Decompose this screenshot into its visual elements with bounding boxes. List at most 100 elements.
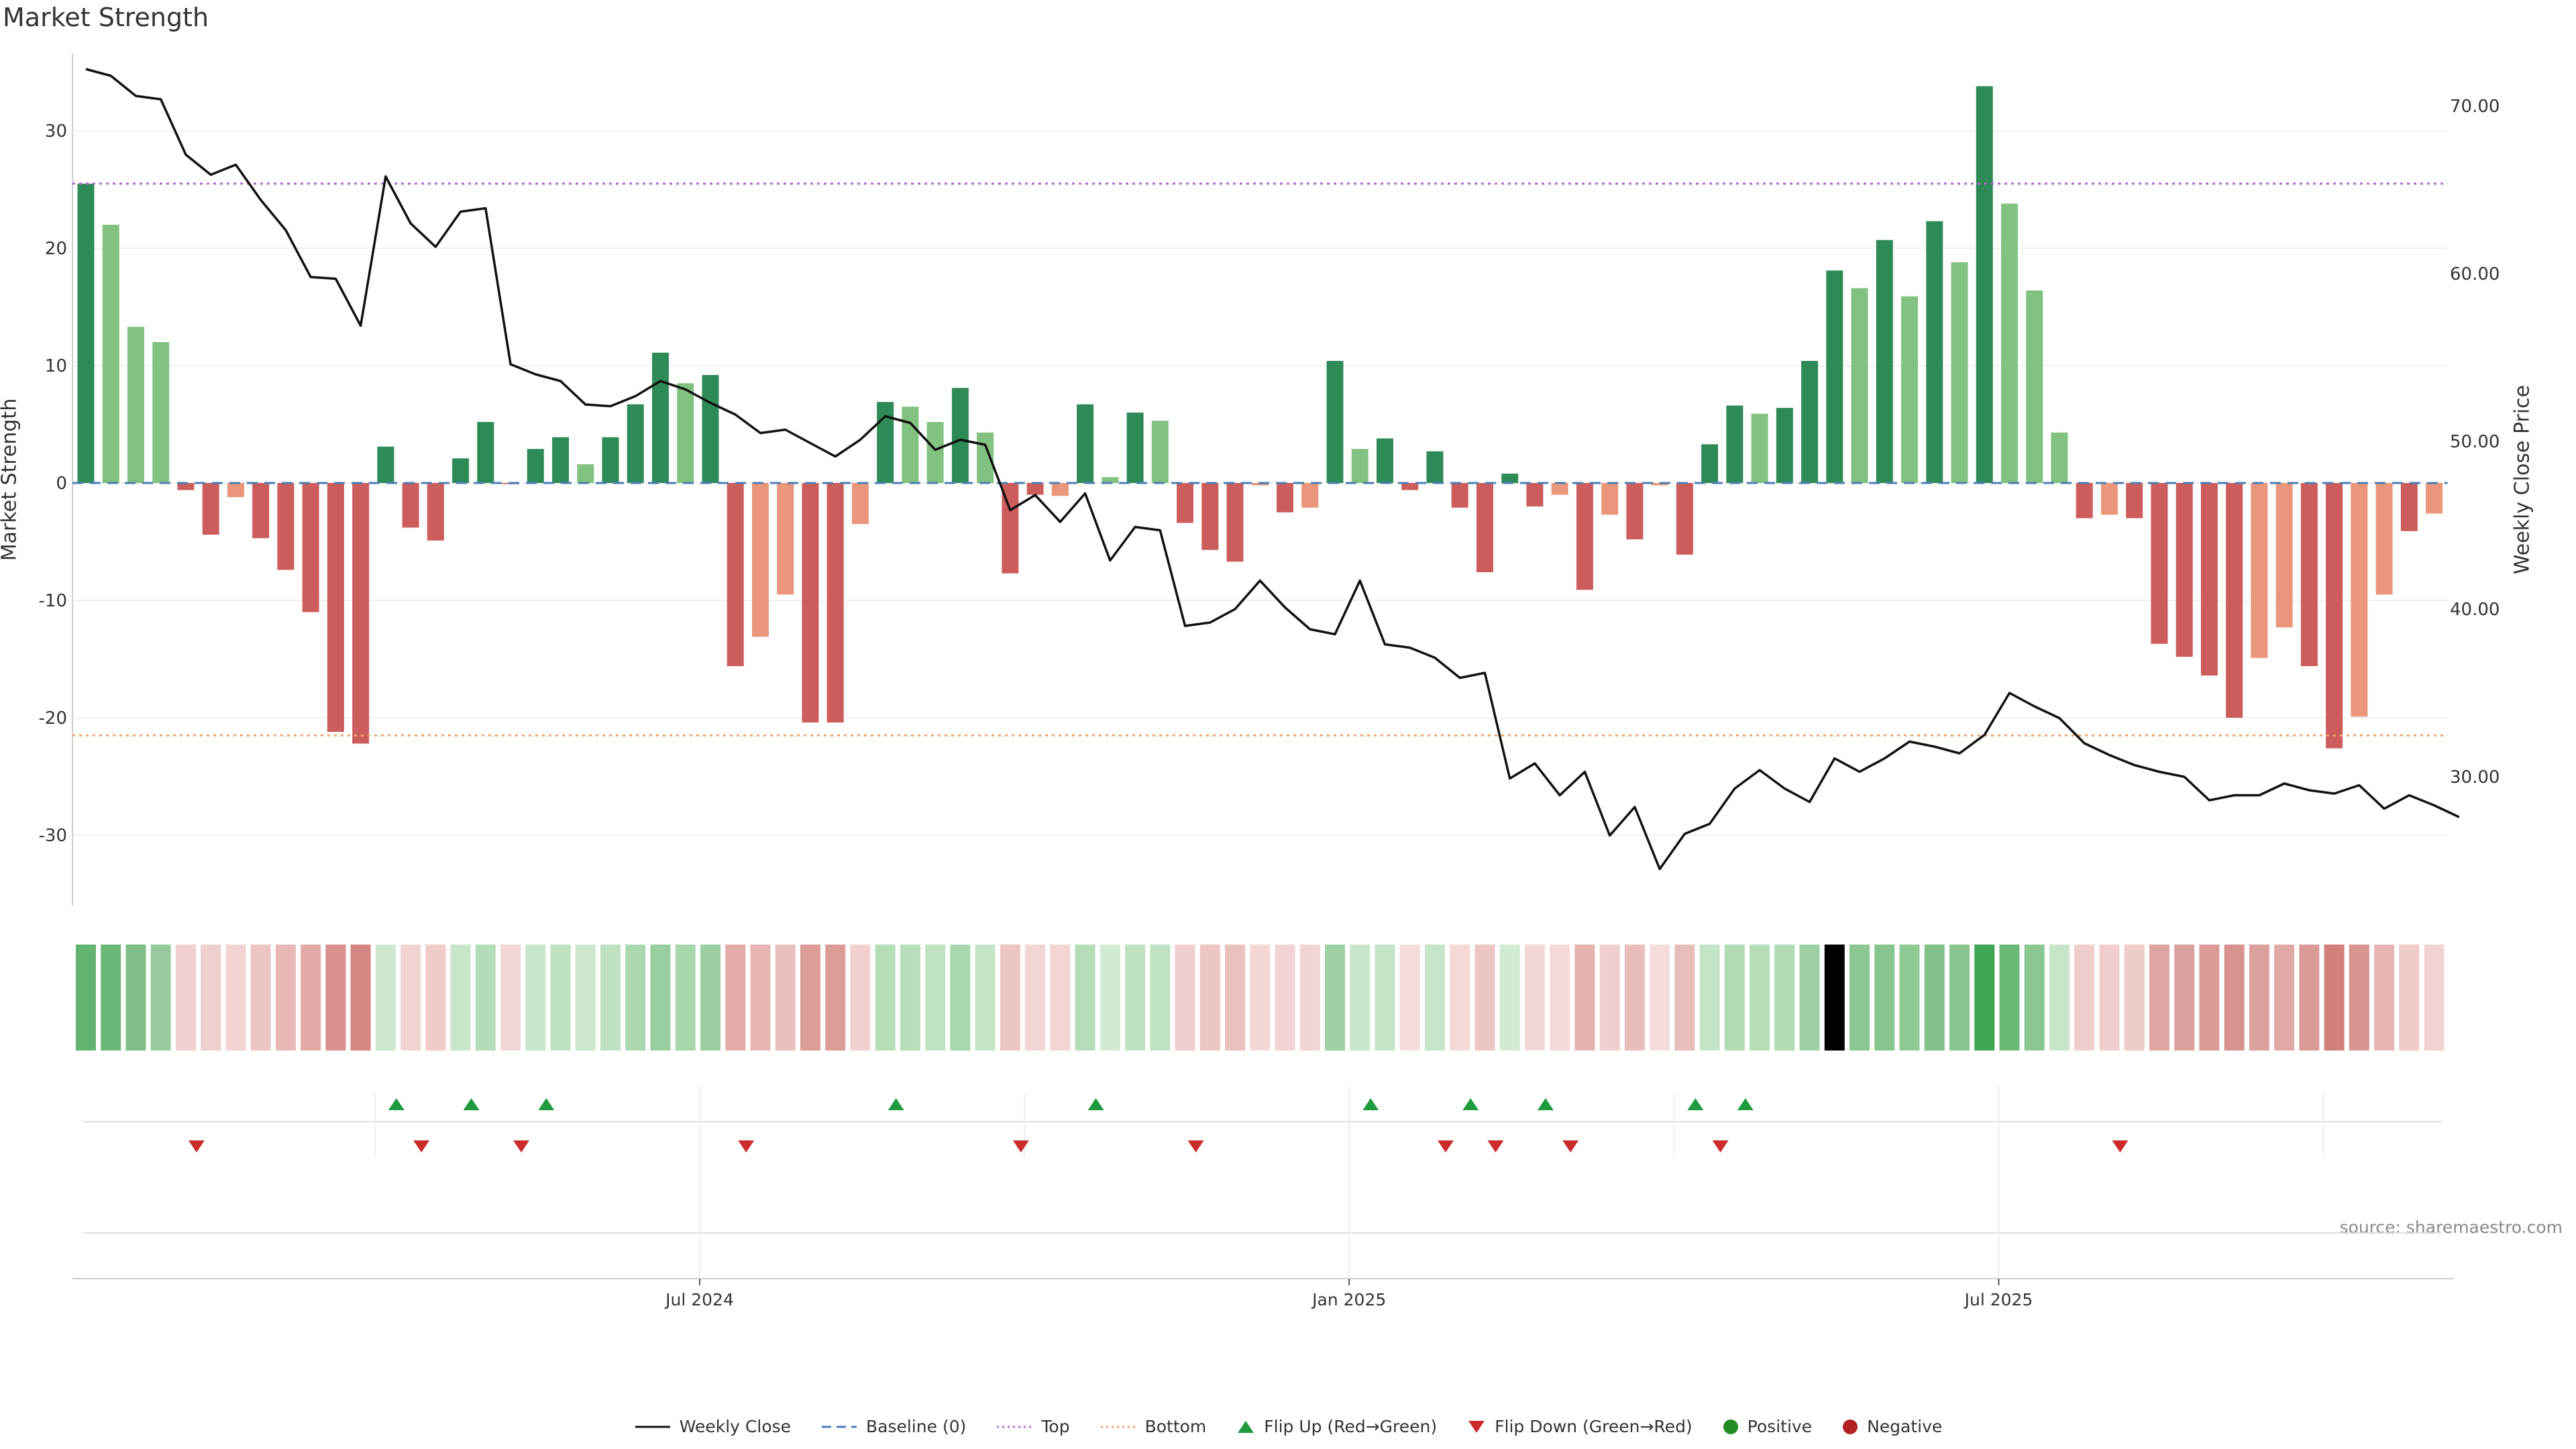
strength-bar [1851, 288, 1868, 483]
legend-label: Bottom [1144, 1417, 1207, 1436]
legend-item-negative: Negative [1841, 1417, 1942, 1436]
strength-strip-cell [1350, 945, 1371, 1051]
strength-bar [1576, 483, 1593, 590]
strength-strip-cell [1399, 945, 1420, 1051]
strength-bar [152, 342, 170, 483]
strength-strip-cell [950, 945, 971, 1051]
strength-bar [2351, 483, 2368, 717]
strength-bar [2200, 483, 2218, 676]
strength-strip-cell [2274, 945, 2295, 1051]
strength-strip-cell [1650, 945, 1670, 1051]
strength-bar [826, 483, 844, 722]
strength-bar [1277, 483, 1294, 513]
strength-strip-cell [1874, 945, 1895, 1051]
flip-down-marker [1712, 1140, 1729, 1152]
strength-strip-cell [2349, 945, 2369, 1051]
strength-bar [802, 483, 819, 722]
strength-strip-cell [101, 945, 121, 1051]
strength-bar [677, 383, 694, 483]
strength-strip-cell [2399, 945, 2420, 1051]
strength-bar [252, 483, 270, 539]
strength-strip-cell [1724, 945, 1745, 1051]
strength-strip-cell [225, 945, 246, 1051]
strength-strip-cell [600, 945, 621, 1051]
y-tick-label: 0 [56, 474, 67, 494]
flip-down-marker [1012, 1140, 1029, 1152]
strength-bar [1601, 483, 1619, 515]
market-strength-chart: 30 20 10 0 -10 -20 -30 70.00 60.00 50.00 40.00 30.0… [39, 54, 2500, 1309]
strength-bar [902, 407, 919, 483]
strength-strip-cell [550, 945, 571, 1051]
y-tick-label: 20 [45, 239, 67, 259]
flip-down-marker [738, 1140, 755, 1152]
strength-bar [1726, 405, 1743, 483]
strength-strip-cell [650, 945, 671, 1051]
strength-bar [1801, 361, 1819, 483]
strength-bar [727, 483, 744, 666]
strength-strip-cell [301, 945, 321, 1051]
strength-strip-cell [2099, 945, 2120, 1051]
strength-bar [377, 446, 394, 483]
strength-strip-cell [975, 945, 996, 1051]
strength-strip-cell [150, 945, 171, 1051]
legend-item-bottom: Bottom [1099, 1417, 1207, 1436]
strength-strip-cell [1674, 945, 1695, 1051]
strength-strip-cell [1999, 945, 2020, 1051]
strength-bar [577, 464, 594, 483]
strength-strip-cell [1799, 945, 1820, 1051]
strength-strip-cell [500, 945, 521, 1051]
strength-bar [1401, 483, 1419, 490]
strength-strip-cell [675, 945, 696, 1051]
strength-strip-cell [1599, 945, 1620, 1051]
strength-bar [1201, 483, 1219, 550]
flip-down-marker [1487, 1140, 1504, 1152]
strength-strip-cell [1750, 945, 1770, 1051]
flip-up-marker [538, 1098, 555, 1110]
flip-down-marker [413, 1140, 430, 1152]
strength-bar [352, 483, 370, 744]
strength-bar [1626, 483, 1644, 539]
strength-bar [1701, 444, 1719, 483]
strength-bar [2226, 483, 2243, 718]
strength-strip-cell [1450, 945, 1470, 1051]
strength-strip-cell [575, 945, 596, 1051]
y-tick-label: -10 [39, 591, 67, 611]
strength-strip-cell [2374, 945, 2395, 1051]
strength-bar [2151, 483, 2168, 644]
strength-strip-cell [1974, 945, 1995, 1051]
legend-label: Top [1041, 1417, 1070, 1436]
strength-strip-cell [1774, 945, 1795, 1051]
legend-item-flip-up: Flip Up (Red→Green) [1236, 1417, 1437, 1436]
strength-strip-cell [450, 945, 471, 1051]
strength-strip-cell [201, 945, 221, 1051]
legend-label: Positive [1747, 1417, 1813, 1436]
weekly-close-line [85, 68, 2460, 871]
strength-strip-cell [1250, 945, 1271, 1051]
strength-bar [1226, 483, 1244, 562]
strength-bar [1102, 477, 1119, 483]
flip-down-marker [513, 1140, 530, 1152]
strength-strip-cell [900, 945, 920, 1051]
x-tick-label: Jan 2025 [1311, 1290, 1386, 1309]
legend-label: Baseline (0) [866, 1417, 967, 1436]
legend-item-positive: Positive [1722, 1417, 1812, 1436]
strength-bar [1926, 221, 1943, 483]
flip-up-marker [388, 1098, 405, 1110]
legend-item-flip-down: Flip Down (Green→Red) [1466, 1417, 1693, 1436]
strength-bar [1026, 483, 1044, 495]
strength-strip-cell [1550, 945, 1570, 1051]
strength-bar [2400, 483, 2418, 531]
strength-strip-cell [1099, 945, 1120, 1051]
strength-strip-cell [125, 945, 146, 1051]
strength-bar [177, 483, 195, 490]
strength-bar [77, 183, 95, 483]
strength-strip-cell [525, 945, 546, 1051]
strength-bar [777, 483, 794, 595]
strength-strip-cell [1924, 945, 1945, 1051]
chart-title: Market Strength [3, 3, 209, 32]
strength-strip-cell [475, 945, 496, 1051]
strength-bar [702, 375, 719, 483]
y2-tick-label: 30.00 [2450, 767, 2500, 788]
strength-strip-cell [1699, 945, 1720, 1051]
y-tick-label: 30 [45, 121, 67, 142]
